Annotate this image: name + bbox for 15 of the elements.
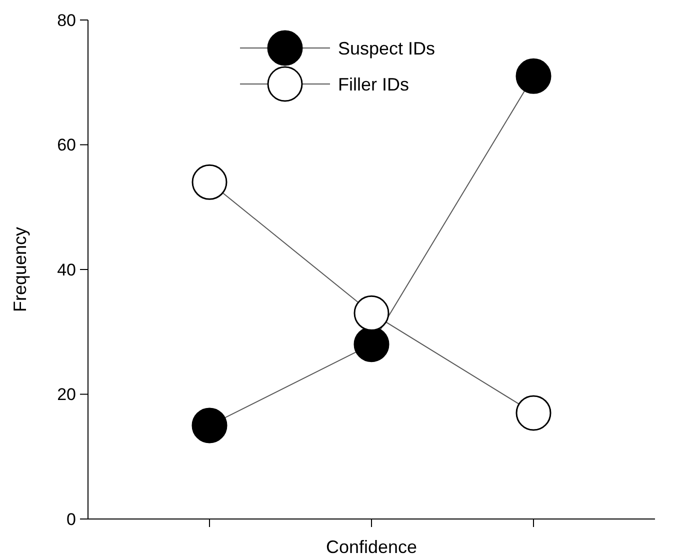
y-axis-title: Frequency bbox=[10, 226, 30, 312]
y-tick-label: 0 bbox=[66, 510, 76, 529]
point bbox=[516, 58, 552, 94]
point bbox=[192, 164, 228, 200]
point bbox=[516, 395, 552, 431]
point bbox=[354, 326, 390, 362]
legend-label: Filler IDs bbox=[338, 74, 409, 94]
legend-label: Suspect IDs bbox=[338, 38, 436, 58]
y-tick-label: 60 bbox=[57, 136, 76, 155]
y-tick-label: 40 bbox=[57, 260, 76, 280]
y-tick-label: 80 bbox=[57, 10, 76, 30]
y-tick-label: 20 bbox=[57, 385, 76, 404]
point bbox=[192, 408, 228, 444]
point bbox=[354, 295, 390, 331]
x-axis-title: Confidence bbox=[326, 537, 418, 557]
